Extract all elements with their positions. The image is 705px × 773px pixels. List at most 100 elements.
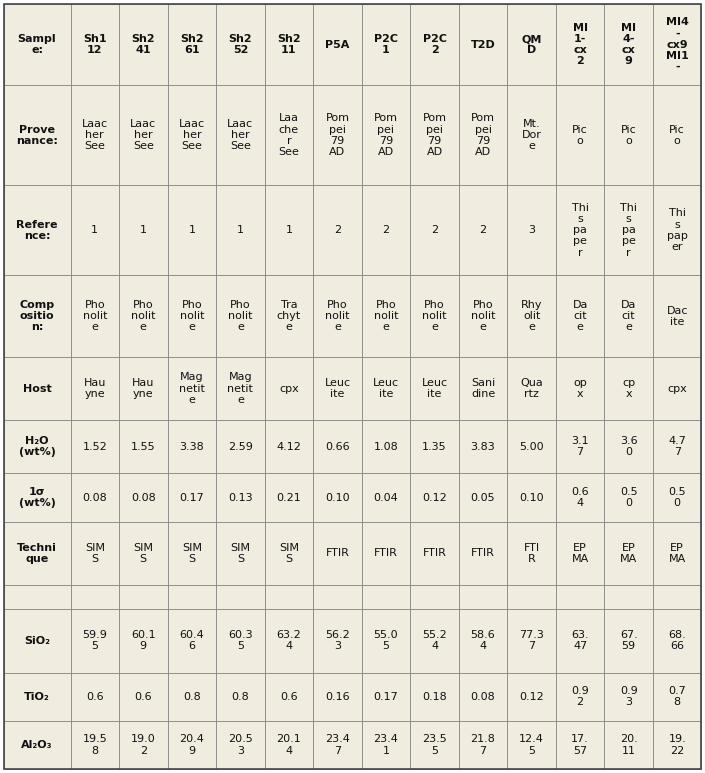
Bar <box>313 473 362 522</box>
Bar <box>216 185 264 275</box>
Bar <box>459 85 508 185</box>
Text: Mt.
Dor
e: Mt. Dor e <box>522 119 541 152</box>
Bar <box>313 421 362 473</box>
Text: 1: 1 <box>140 225 147 235</box>
Bar <box>604 357 653 421</box>
Text: 0.12: 0.12 <box>519 692 544 702</box>
Text: Laa
che
r
See: Laa che r See <box>278 114 300 157</box>
Text: Laac
her
See: Laac her See <box>130 119 157 152</box>
Bar <box>653 609 701 673</box>
Bar <box>313 85 362 185</box>
Bar <box>508 4 556 85</box>
Text: 0.08: 0.08 <box>82 492 107 502</box>
Text: 3: 3 <box>528 225 535 235</box>
Text: Pom
pei
79
AD: Pom pei 79 AD <box>374 114 398 157</box>
Text: 2: 2 <box>334 225 341 235</box>
Text: 0.6: 0.6 <box>280 692 298 702</box>
Text: 1: 1 <box>91 225 98 235</box>
Bar <box>119 357 168 421</box>
Bar <box>70 673 119 721</box>
Bar <box>604 185 653 275</box>
Text: EP
MA: EP MA <box>572 543 589 564</box>
Text: 0.04: 0.04 <box>374 492 398 502</box>
Bar <box>410 4 459 85</box>
Bar <box>604 585 653 609</box>
Text: 59.9
5: 59.9 5 <box>82 630 107 652</box>
Bar <box>4 85 70 185</box>
Bar <box>508 609 556 673</box>
Bar <box>410 275 459 357</box>
Text: 2.59: 2.59 <box>228 442 253 452</box>
Bar <box>604 522 653 585</box>
Text: 0.18: 0.18 <box>422 692 447 702</box>
Text: cp
x: cp x <box>622 378 635 399</box>
Text: Prove
nance:: Prove nance: <box>16 124 58 146</box>
Bar <box>216 522 264 585</box>
Bar <box>459 673 508 721</box>
Bar <box>410 421 459 473</box>
Text: Laac
her
See: Laac her See <box>227 119 253 152</box>
Bar <box>313 721 362 769</box>
Bar <box>168 609 216 673</box>
Bar <box>70 522 119 585</box>
Bar <box>168 185 216 275</box>
Bar <box>410 721 459 769</box>
Bar <box>216 609 264 673</box>
Bar <box>4 721 70 769</box>
Bar <box>216 673 264 721</box>
Bar <box>264 421 313 473</box>
Bar <box>410 585 459 609</box>
Bar <box>168 421 216 473</box>
Bar <box>119 522 168 585</box>
Bar <box>216 275 264 357</box>
Bar <box>556 4 604 85</box>
Text: 1σ
(wt%): 1σ (wt%) <box>18 487 56 508</box>
Bar <box>264 185 313 275</box>
Bar <box>556 673 604 721</box>
Text: 0.5
0: 0.5 0 <box>620 487 637 508</box>
Text: 17.
57: 17. 57 <box>571 734 589 755</box>
Text: 0.8: 0.8 <box>183 692 201 702</box>
Bar <box>119 421 168 473</box>
Text: 0.08: 0.08 <box>471 692 496 702</box>
Text: 2: 2 <box>479 225 486 235</box>
Text: 19.5
8: 19.5 8 <box>82 734 107 755</box>
Bar <box>264 4 313 85</box>
Text: 0.6: 0.6 <box>135 692 152 702</box>
Bar <box>313 585 362 609</box>
Text: 1.52: 1.52 <box>82 442 107 452</box>
Bar <box>653 357 701 421</box>
Text: Pho
nolit
e: Pho nolit e <box>422 300 447 332</box>
Bar <box>362 357 410 421</box>
Bar <box>653 85 701 185</box>
Bar <box>362 522 410 585</box>
Text: op
x: op x <box>573 378 587 399</box>
Text: 21.8
7: 21.8 7 <box>471 734 496 755</box>
Text: FTIR: FTIR <box>326 548 350 558</box>
Bar <box>119 275 168 357</box>
Bar <box>168 673 216 721</box>
Bar <box>556 85 604 185</box>
Text: 68.
66: 68. 66 <box>668 630 686 652</box>
Text: 4.12: 4.12 <box>276 442 301 452</box>
Bar <box>119 585 168 609</box>
Text: SIM
S: SIM S <box>279 543 299 564</box>
Text: EP
MA: EP MA <box>668 543 686 564</box>
Bar <box>653 522 701 585</box>
Bar <box>508 673 556 721</box>
Text: Dac
ite: Dac ite <box>666 305 688 327</box>
Text: 0.12: 0.12 <box>422 492 447 502</box>
Text: 0.10: 0.10 <box>520 492 544 502</box>
Bar <box>168 357 216 421</box>
Text: 0.9
3: 0.9 3 <box>620 686 637 707</box>
Text: Pho
nolit
e: Pho nolit e <box>374 300 398 332</box>
Text: 0.5
0: 0.5 0 <box>668 487 686 508</box>
Text: Pho
nolit
e: Pho nolit e <box>82 300 107 332</box>
Bar <box>264 721 313 769</box>
Bar <box>410 522 459 585</box>
Bar <box>4 609 70 673</box>
Text: Pic
o: Pic o <box>572 124 588 146</box>
Text: 19.0
2: 19.0 2 <box>131 734 156 755</box>
Bar <box>4 473 70 522</box>
Text: Techni
que: Techni que <box>17 543 57 564</box>
